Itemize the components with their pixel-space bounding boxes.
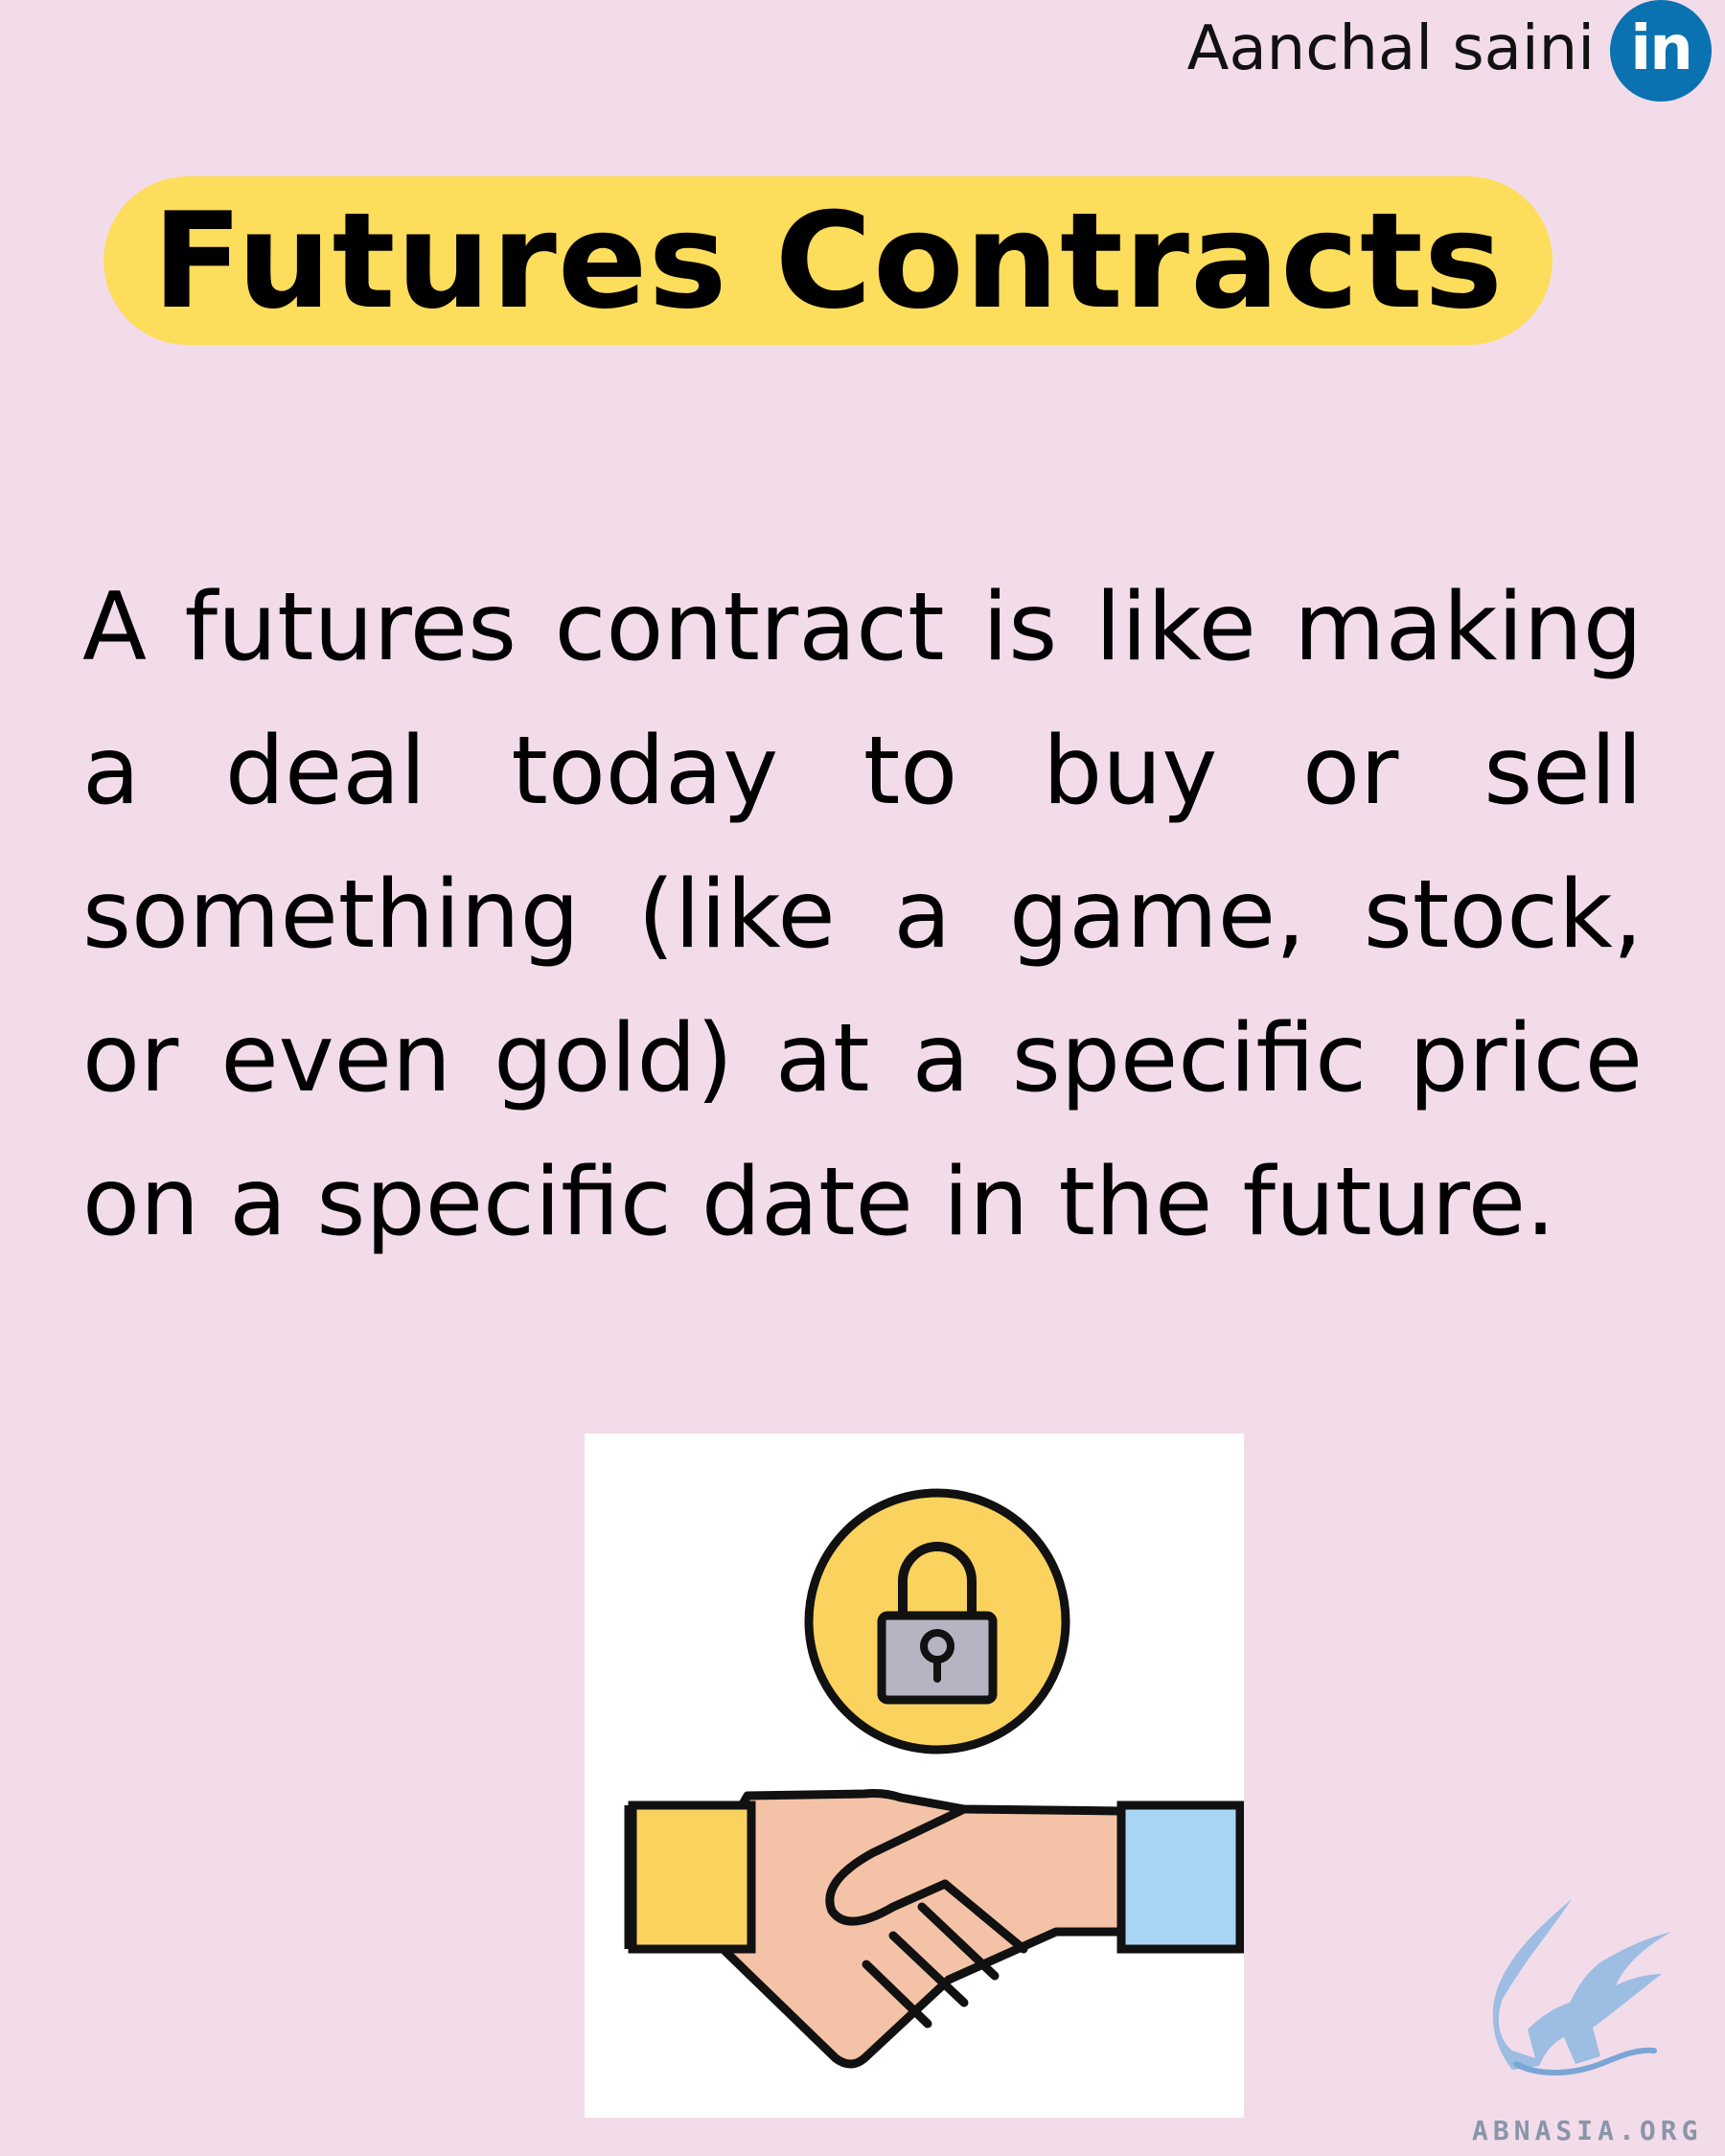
griffin-logo-icon <box>1492 1899 1671 2076</box>
linkedin-badge-text: in <box>1630 13 1692 84</box>
page-title: Futures Contracts <box>151 183 1505 338</box>
illustration-graphic <box>624 1488 1244 2069</box>
watermark-text: ABNASIA.ORG <box>1472 2115 1703 2146</box>
definition-text: A futures contract is like making a deal… <box>82 573 1643 1257</box>
illustration-panel <box>585 1434 1244 2118</box>
lock-icon <box>804 1488 1070 1755</box>
author-name: Aanchal saini <box>1186 13 1595 84</box>
linkedin-icon[interactable]: in <box>1610 0 1712 102</box>
handshake-icon <box>624 1789 1244 2069</box>
watermark: ABNASIA.ORG <box>1457 1886 1725 2156</box>
title-banner: Futures Contracts <box>104 176 1552 345</box>
